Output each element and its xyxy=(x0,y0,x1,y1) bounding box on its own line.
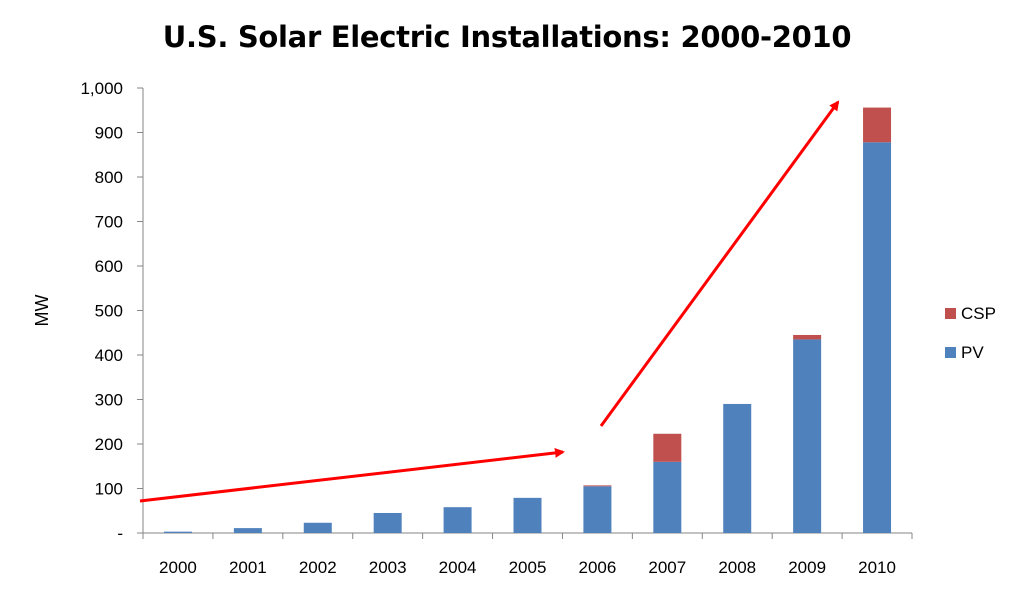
x-tick-label: 2007 xyxy=(648,558,686,577)
y-tick-label: 900 xyxy=(95,124,123,143)
y-axis-title: MW xyxy=(32,294,52,326)
chart-title: U.S. Solar Electric Installations: 2000-… xyxy=(162,20,852,54)
legend-swatch-pv xyxy=(945,347,956,358)
x-tick-label: 2000 xyxy=(159,558,197,577)
trend-arrow-1 xyxy=(139,447,565,503)
annotations xyxy=(139,100,840,503)
y-tick-label: 700 xyxy=(95,213,123,232)
bar-pv-2000 xyxy=(163,531,192,533)
y-tick-label: 500 xyxy=(95,302,123,321)
bar-pv-2009 xyxy=(793,339,822,533)
bar-pv-2002 xyxy=(303,522,332,533)
bar-csp-2007 xyxy=(653,433,682,462)
y-tick-label: 1,000 xyxy=(80,79,123,98)
x-tick-label: 2002 xyxy=(299,558,337,577)
legend-swatch-csp xyxy=(945,308,956,319)
legend-label-csp: CSP xyxy=(961,304,996,323)
bar-pv-2005 xyxy=(513,497,542,533)
bar-pv-2008 xyxy=(723,403,752,533)
y-tick-label: 600 xyxy=(95,257,123,276)
plot-area: - 100 200 300 400 500 600 700 800 900 1,000 2000 200… xyxy=(32,79,913,577)
x-tick-label: 2005 xyxy=(509,558,547,577)
x-tick-label: 2003 xyxy=(369,558,407,577)
x-tick-label: 2001 xyxy=(229,558,267,577)
bar-pv-2001 xyxy=(233,528,262,533)
bar-pv-2003 xyxy=(373,512,402,533)
x-tick-label: 2010 xyxy=(858,558,896,577)
bar-pv-2006 xyxy=(583,486,612,533)
bar-pv-2004 xyxy=(443,507,472,533)
y-tick-label: - xyxy=(117,524,123,543)
bar-csp-2009 xyxy=(793,334,822,340)
y-tick-label: 200 xyxy=(95,435,123,454)
x-tick-label: 2006 xyxy=(578,558,616,577)
trend-arrow-2 xyxy=(599,100,840,427)
y-tick-label: 300 xyxy=(95,391,123,410)
legend: CSP PV xyxy=(945,304,996,362)
bar-pv-2010 xyxy=(863,142,892,534)
y-tick-label: 400 xyxy=(95,346,123,365)
bar-csp-2006 xyxy=(583,485,612,487)
x-tick-label: 2008 xyxy=(718,558,756,577)
x-tick-label: 2004 xyxy=(439,558,477,577)
y-tick-label: 800 xyxy=(95,168,123,187)
legend-label-pv: PV xyxy=(961,343,984,362)
bar-pv-2007 xyxy=(653,461,682,533)
bar-csp-2010 xyxy=(863,107,892,143)
y-tick-label: 100 xyxy=(95,480,123,499)
x-tick-label: 2009 xyxy=(788,558,826,577)
